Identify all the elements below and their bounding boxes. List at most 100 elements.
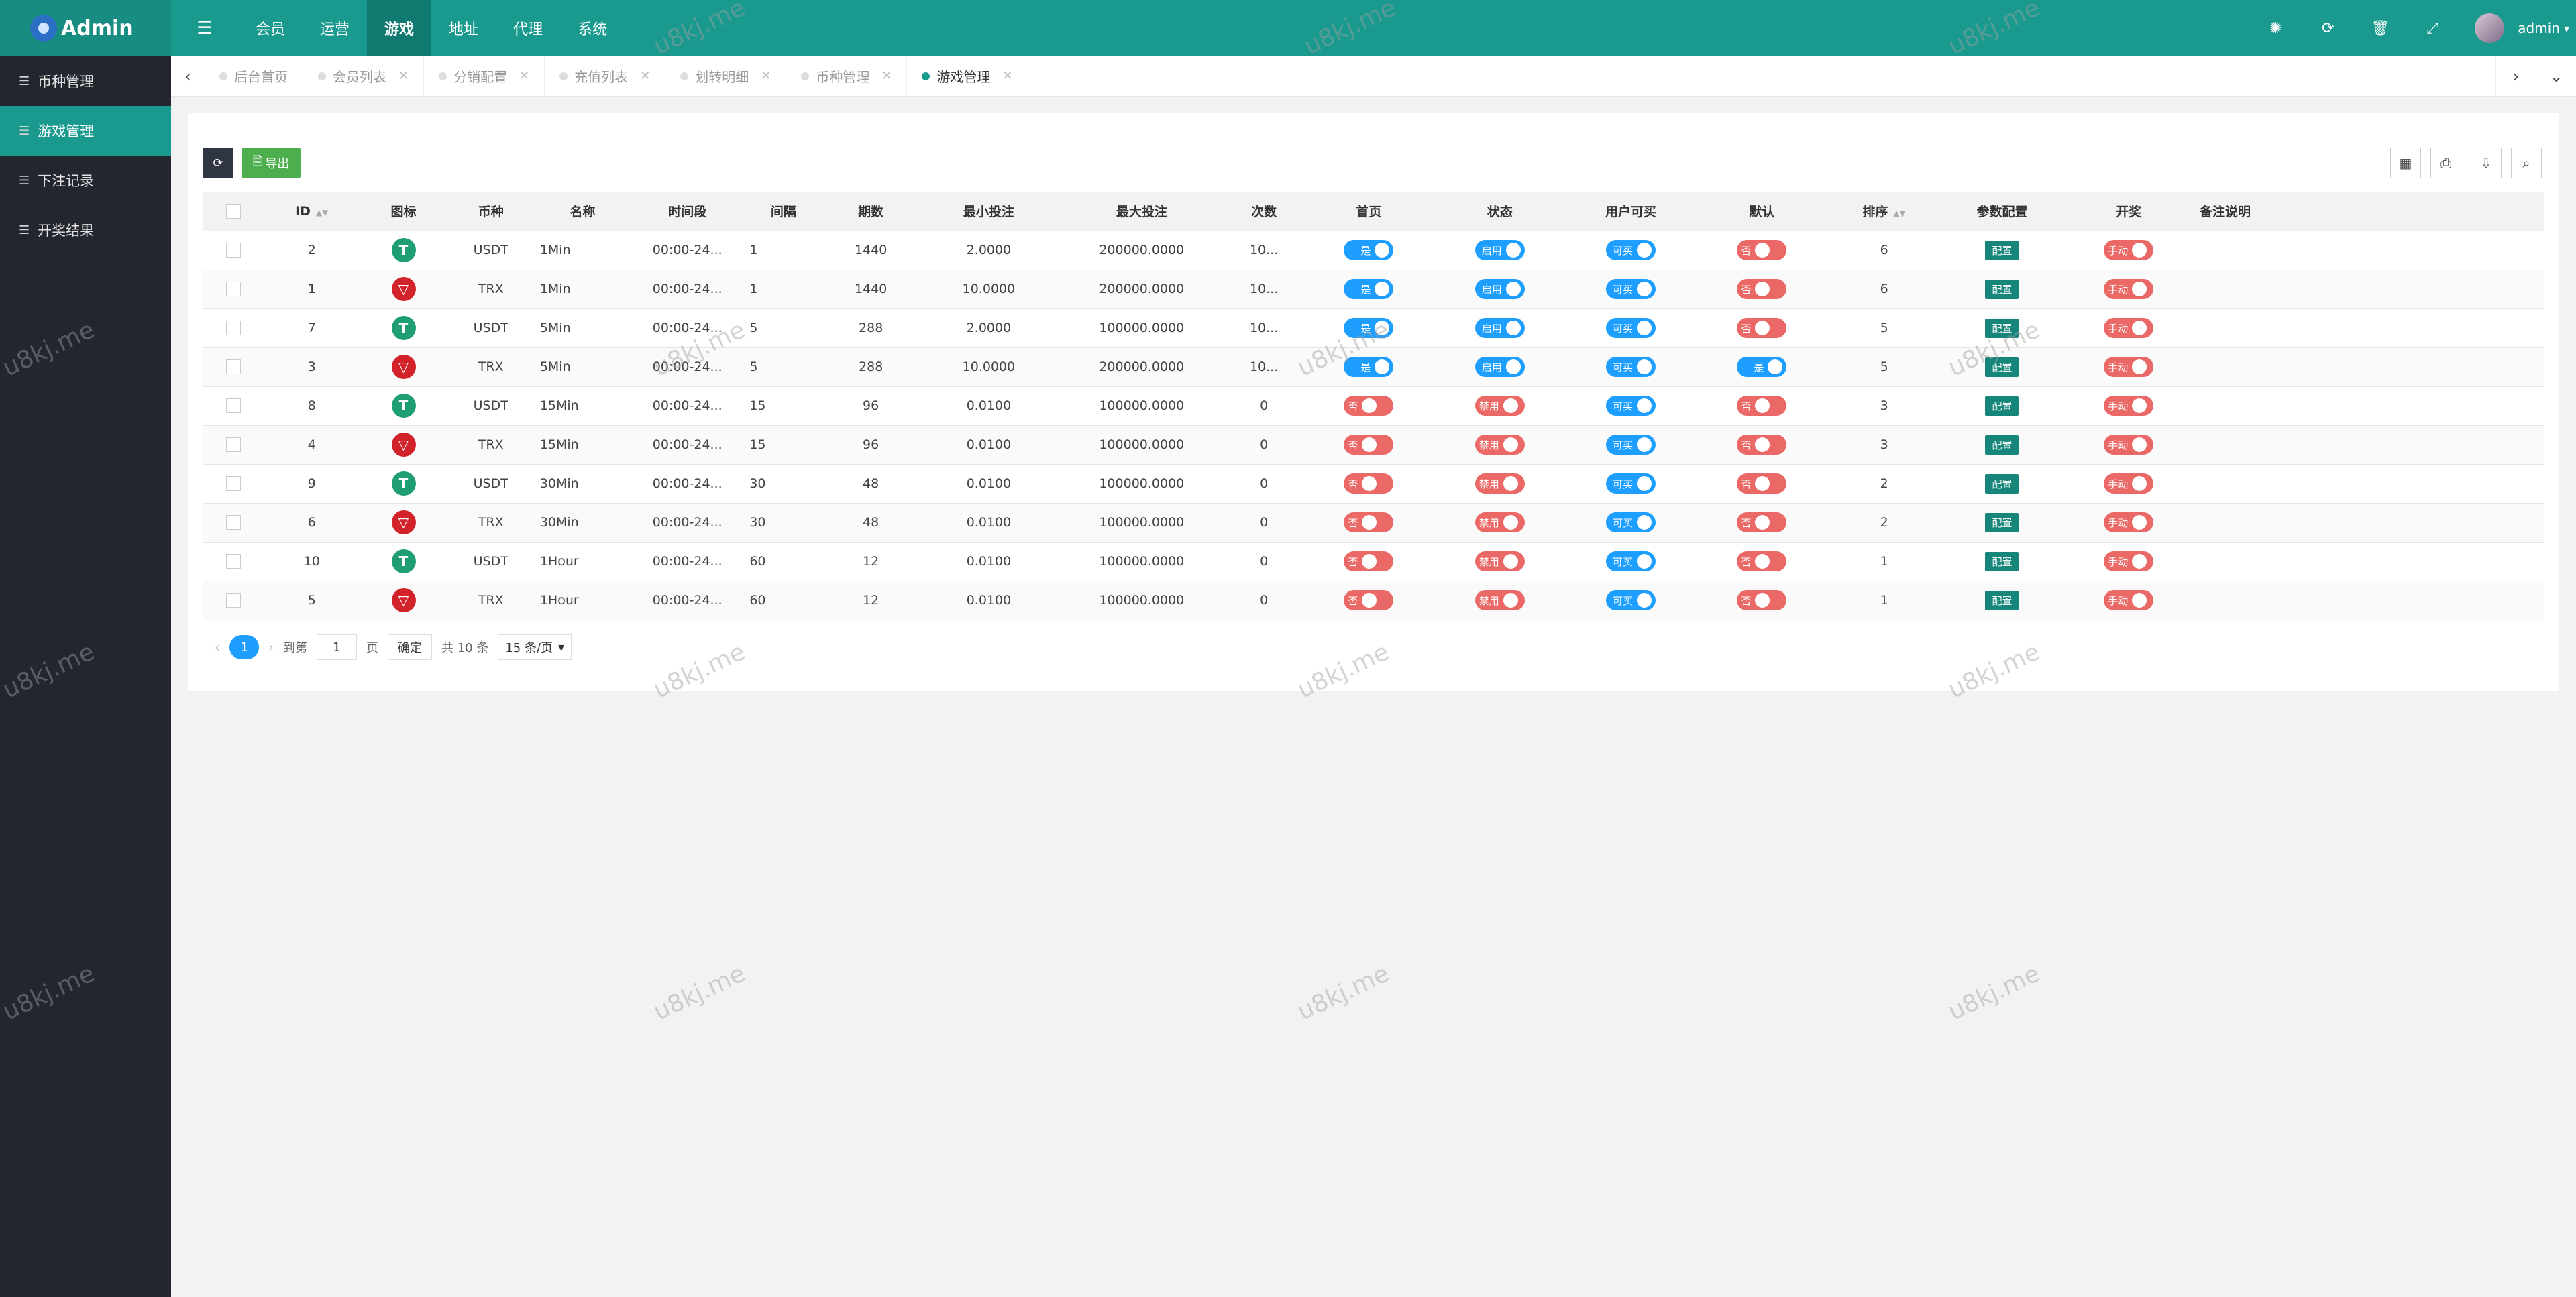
- toggle-switch[interactable]: 手动: [2104, 240, 2154, 260]
- close-icon[interactable]: ✕: [519, 69, 530, 83]
- clear-cache-icon[interactable]: 🗑: [2371, 19, 2390, 37]
- toggle-switch[interactable]: 是: [1737, 357, 1787, 377]
- toggle-switch[interactable]: 手动: [2104, 512, 2154, 532]
- goto-confirm-button[interactable]: 确定: [388, 634, 432, 660]
- toggle-switch[interactable]: 否: [1737, 590, 1787, 610]
- toggle-switch[interactable]: 禁用: [1474, 551, 1525, 571]
- prev-page-icon[interactable]: ‹: [215, 639, 220, 655]
- toggle-switch[interactable]: 是: [1344, 240, 1394, 260]
- toggle-switch[interactable]: 启用: [1474, 318, 1525, 338]
- toggle-switch[interactable]: 启用: [1474, 357, 1525, 377]
- toggle-switch[interactable]: 禁用: [1474, 512, 1525, 532]
- tab-item[interactable]: 会员列表 ✕: [303, 56, 425, 97]
- row-checkbox[interactable]: [225, 554, 241, 569]
- toggle-switch[interactable]: 手动: [2104, 396, 2154, 416]
- toggle-switch[interactable]: 手动: [2104, 279, 2154, 299]
- row-checkbox[interactable]: [225, 437, 241, 453]
- row-checkbox[interactable]: [225, 359, 241, 375]
- export-button[interactable]: 🗎 导出: [241, 148, 301, 178]
- sort-icon[interactable]: ▲▼: [1893, 209, 1906, 219]
- toggle-switch[interactable]: 可买: [1606, 551, 1656, 571]
- columns-icon[interactable]: ▦: [2390, 148, 2421, 178]
- toggle-switch[interactable]: 手动: [2104, 318, 2154, 338]
- toggle-switch[interactable]: 否: [1737, 240, 1787, 260]
- tab-item[interactable]: 游戏管理 ✕: [907, 56, 1028, 97]
- theme-icon[interactable]: ✺: [2269, 19, 2282, 37]
- toggle-switch[interactable]: 手动: [2104, 590, 2154, 610]
- toggle-switch[interactable]: 可买: [1606, 357, 1656, 377]
- toggle-switch[interactable]: 否: [1344, 473, 1394, 494]
- config-button[interactable]: 配置: [1985, 318, 2019, 338]
- toggle-switch[interactable]: 手动: [2104, 551, 2154, 571]
- toggle-switch[interactable]: 可买: [1606, 435, 1656, 455]
- row-checkbox[interactable]: [225, 398, 241, 414]
- tab-scroll-left-icon[interactable]: ‹: [184, 66, 191, 86]
- page-current[interactable]: 1: [229, 635, 259, 659]
- toggle-switch[interactable]: 手动: [2104, 357, 2154, 377]
- close-icon[interactable]: ✕: [640, 69, 651, 83]
- sidebar-item[interactable]: ☰ 币种管理: [0, 56, 171, 106]
- close-icon[interactable]: ✕: [1002, 69, 1013, 83]
- toggle-switch[interactable]: 禁用: [1474, 590, 1525, 610]
- config-button[interactable]: 配置: [1985, 590, 2019, 610]
- toggle-switch[interactable]: 手动: [2104, 435, 2154, 455]
- user-menu[interactable]: admin ▾: [2459, 13, 2576, 43]
- tab-item[interactable]: 分销配置 ✕: [424, 56, 545, 97]
- sidebar-item[interactable]: ☰ 游戏管理: [0, 106, 171, 156]
- search-icon[interactable]: ⌕: [2511, 148, 2542, 178]
- tab-item[interactable]: 划转明细 ✕: [665, 56, 787, 97]
- toggle-switch[interactable]: 可买: [1606, 396, 1656, 416]
- row-checkbox[interactable]: [225, 515, 241, 530]
- select-all-checkbox[interactable]: [225, 204, 241, 219]
- topnav-item[interactable]: 游戏: [367, 0, 432, 56]
- toggle-switch[interactable]: 禁用: [1474, 473, 1525, 494]
- row-checkbox[interactable]: [225, 476, 241, 492]
- logo[interactable]: Admin: [0, 0, 171, 56]
- topnav-item[interactable]: 运营: [320, 21, 350, 38]
- tab-item[interactable]: 充值列表 ✕: [545, 56, 666, 97]
- toggle-switch[interactable]: 否: [1737, 435, 1787, 455]
- toggle-switch[interactable]: 可买: [1606, 473, 1656, 494]
- config-button[interactable]: 配置: [1985, 279, 2019, 299]
- tab-item[interactable]: 后台首页: [205, 56, 303, 97]
- toggle-switch[interactable]: 否: [1344, 590, 1394, 610]
- config-button[interactable]: 配置: [1985, 512, 2019, 532]
- row-checkbox[interactable]: [225, 282, 241, 297]
- toggle-switch[interactable]: 否: [1737, 473, 1787, 494]
- config-button[interactable]: 配置: [1985, 473, 2019, 494]
- menu-toggle-icon[interactable]: ☰: [197, 18, 213, 38]
- toggle-switch[interactable]: 可买: [1606, 512, 1656, 532]
- topnav-item[interactable]: 代理: [513, 21, 543, 38]
- sort-icon[interactable]: ▲▼: [315, 207, 329, 217]
- config-button[interactable]: 配置: [1985, 435, 2019, 455]
- close-icon[interactable]: ✕: [761, 69, 771, 83]
- config-button[interactable]: 配置: [1985, 551, 2019, 571]
- config-button[interactable]: 配置: [1985, 396, 2019, 416]
- next-page-icon[interactable]: ›: [268, 639, 274, 655]
- toggle-switch[interactable]: 是: [1344, 318, 1394, 338]
- toggle-switch[interactable]: 可买: [1606, 318, 1656, 338]
- toggle-switch[interactable]: 手动: [2104, 473, 2154, 494]
- toggle-switch[interactable]: 否: [1344, 396, 1394, 416]
- toggle-switch[interactable]: 禁用: [1474, 435, 1525, 455]
- export-file-icon[interactable]: ⇩: [2471, 148, 2502, 178]
- refresh-icon[interactable]: ⟳: [2322, 19, 2334, 37]
- toggle-switch[interactable]: 禁用: [1474, 396, 1525, 416]
- toggle-switch[interactable]: 启用: [1474, 279, 1525, 299]
- toggle-switch[interactable]: 否: [1737, 396, 1787, 416]
- toggle-switch[interactable]: 可买: [1606, 590, 1656, 610]
- config-button[interactable]: 配置: [1985, 240, 2019, 260]
- topnav-item[interactable]: 系统: [578, 21, 608, 38]
- close-icon[interactable]: ✕: [398, 69, 409, 83]
- toggle-switch[interactable]: 否: [1737, 318, 1787, 338]
- toggle-switch[interactable]: 可买: [1606, 240, 1656, 260]
- row-checkbox[interactable]: [225, 321, 241, 336]
- toggle-switch[interactable]: 否: [1344, 435, 1394, 455]
- toggle-switch[interactable]: 启用: [1474, 240, 1525, 260]
- toggle-switch[interactable]: 否: [1737, 512, 1787, 532]
- toggle-switch[interactable]: 是: [1344, 357, 1394, 377]
- row-checkbox[interactable]: [225, 243, 241, 258]
- row-checkbox[interactable]: [225, 593, 241, 608]
- toggle-switch[interactable]: 否: [1737, 551, 1787, 571]
- topnav-item[interactable]: 会员: [256, 21, 286, 38]
